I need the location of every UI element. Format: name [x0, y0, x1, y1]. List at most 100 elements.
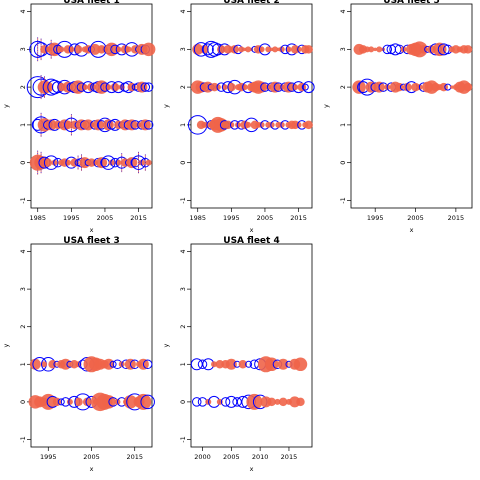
data-point-filled	[73, 45, 83, 54]
data-point-open	[190, 358, 203, 371]
data-point-open	[225, 395, 238, 408]
data-point-filled	[60, 358, 72, 370]
data-point-filled	[293, 357, 308, 372]
data-point-filled	[45, 119, 57, 131]
data-point-filled	[40, 361, 47, 368]
y-tick-label: 3	[19, 287, 27, 291]
data-point-filled	[69, 360, 79, 369]
data-point-filled	[269, 81, 281, 93]
chart-title: USA fleet 2	[223, 0, 279, 6]
y-tick-label: 4	[19, 9, 27, 13]
data-point-filled	[230, 45, 239, 54]
data-point-open	[109, 360, 117, 368]
y-tick-label: 1	[19, 123, 27, 127]
plot-frame	[30, 3, 153, 209]
data-point-filled	[34, 155, 48, 170]
y-tick-label: -1	[179, 436, 187, 442]
data-point-filled	[225, 358, 237, 370]
data-point-filled	[126, 119, 138, 131]
y-tick-label: 3	[179, 287, 187, 291]
chart-panel-1: USA fleet 1 1985 1995 2005 2015 x -1 0 1 2 3 4 y	[2, 0, 156, 234]
data-point-open	[57, 398, 65, 406]
data-point-filled	[63, 120, 73, 130]
y-tick-label: 3	[19, 47, 27, 51]
y-axis-label: y	[162, 104, 170, 108]
data-point-filled	[295, 121, 302, 128]
data-point-filled	[138, 159, 145, 166]
data-point-filled	[245, 46, 252, 53]
data-point-filled	[403, 82, 412, 92]
plot-frame	[350, 3, 473, 209]
data-point-filled	[432, 42, 447, 57]
data-point-filled	[74, 397, 83, 407]
y-tick-label: 1	[339, 123, 347, 127]
x-axis-label: x	[90, 465, 94, 473]
y-tick-label: 1	[19, 362, 27, 366]
data-point-filled	[267, 397, 276, 407]
data-point-filled	[304, 120, 313, 130]
data-point-filled	[268, 121, 275, 128]
data-point-open	[43, 155, 59, 170]
y-axis-label: y	[2, 104, 10, 108]
data-point-filled	[278, 397, 288, 407]
y-tick-label: 1	[179, 362, 187, 366]
data-point-open	[142, 359, 153, 370]
data-point-filled	[110, 82, 120, 92]
data-point-filled	[258, 121, 265, 128]
x-tick-label: 2005	[407, 214, 424, 222]
x-tick-label: 1995	[63, 214, 80, 222]
y-tick-label: 2	[339, 85, 347, 89]
chart-title: USA fleet 4	[223, 236, 279, 246]
data-point-filled	[103, 358, 115, 370]
data-point-filled	[278, 46, 285, 53]
data-point-filled	[265, 46, 272, 53]
data-point-open	[143, 120, 154, 130]
data-point-open	[101, 155, 116, 170]
y-tick-label: 4	[339, 9, 347, 13]
data-point-filled	[463, 82, 473, 92]
data-point-open	[382, 44, 393, 55]
data-point-filled	[238, 360, 248, 369]
x-axis-label: x	[410, 226, 414, 234]
data-point-filled	[94, 80, 109, 94]
data-point-open	[197, 359, 208, 370]
x-tick-label: 1995	[223, 214, 240, 222]
data-point-filled	[214, 84, 221, 91]
y-tick-label: 0	[19, 400, 27, 404]
y-tick-label: 4	[179, 9, 187, 13]
data-point-filled	[278, 121, 285, 128]
data-point-filled	[47, 42, 62, 57]
chart-panel-5: USA fleet 4 2000 2005 2010 2015 x -1 0 1 2 3 4 y	[162, 236, 313, 473]
chart-panel-4: USA fleet 3 1995 2005 2015 x -1 0 1 2 3 4 y	[2, 236, 155, 473]
data-point-filled	[235, 121, 242, 128]
data-point-filled	[246, 393, 263, 410]
x-tick-label: 2015	[290, 214, 307, 222]
data-point-filled	[238, 46, 245, 53]
data-point-open	[140, 82, 151, 92]
data-point-filled	[104, 42, 119, 57]
y-tick-label: -1	[19, 197, 27, 203]
data-point-filled	[125, 46, 132, 53]
y-tick-label: 0	[179, 161, 187, 165]
data-point-filled	[141, 42, 156, 57]
x-tick-label: 1995	[40, 453, 57, 461]
data-point-filled	[102, 119, 114, 131]
data-point-filled	[373, 47, 377, 52]
y-tick-label: 0	[179, 400, 187, 404]
y-tick-label: 4	[179, 249, 187, 253]
y-tick-label: 0	[339, 161, 347, 165]
chart-title: USA fleet 5	[383, 0, 439, 6]
data-point-open	[245, 360, 253, 368]
x-tick-label: 2015	[281, 453, 298, 461]
x-tick-label: 2015	[130, 214, 147, 222]
y-tick-label: 2	[179, 85, 187, 89]
data-point-filled	[463, 45, 473, 54]
data-point-filled	[71, 80, 85, 94]
x-tick-label: 2005	[257, 214, 274, 222]
y-tick-label: 1	[179, 123, 187, 127]
data-point-filled	[296, 397, 305, 407]
y-tick-label: -1	[179, 197, 187, 203]
data-point-filled	[108, 159, 115, 166]
data-point-filled	[43, 158, 53, 167]
